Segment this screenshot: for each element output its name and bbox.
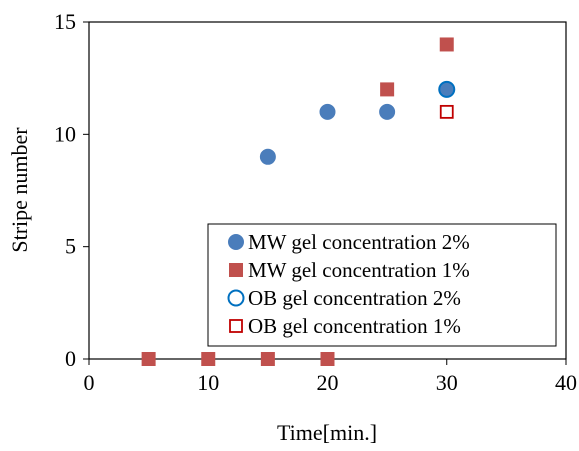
x-tick-label: 40	[555, 370, 577, 395]
data-point	[141, 352, 156, 366]
x-tick-label: 0	[84, 370, 95, 395]
y-axis-title: Stripe number	[7, 127, 32, 253]
legend-box	[207, 223, 557, 347]
data-point	[380, 82, 395, 97]
x-tick-label: 20	[317, 370, 339, 395]
data-point	[439, 37, 454, 52]
legend-marker	[229, 263, 243, 277]
x-tick-label: 30	[436, 370, 458, 395]
legend-label: MW gel concentration 2%	[248, 230, 470, 254]
legend-marker	[228, 234, 244, 250]
x-tick-label: 10	[197, 370, 219, 395]
data-point	[260, 352, 275, 366]
axis-ticks: 0 10 20 30 40 0 5 10 15	[54, 9, 577, 395]
y-tick-label: 10	[54, 121, 76, 146]
x-axis-title: Time[min.]	[277, 420, 377, 445]
data-point	[320, 352, 335, 366]
legend-label: MW gel concentration 1%	[248, 258, 470, 282]
data-point	[259, 148, 276, 165]
y-tick-label: 0	[65, 346, 76, 371]
data-point	[379, 103, 396, 120]
y-tick-label: 5	[65, 234, 76, 259]
data-point	[201, 352, 216, 366]
data-point	[319, 103, 336, 120]
data-point	[438, 80, 456, 98]
legend-marker	[227, 289, 245, 307]
legend-label: OB gel concentration 1%	[248, 314, 461, 338]
legend-marker	[229, 319, 243, 333]
data-point	[439, 104, 454, 119]
legend-label: OB gel concentration 2%	[248, 286, 461, 310]
y-tick-label: 15	[54, 9, 76, 34]
data-points	[141, 37, 456, 366]
legend: MW gel concentration 2% MW gel concentrat…	[207, 223, 557, 347]
